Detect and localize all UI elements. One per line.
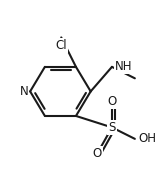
- Text: OH: OH: [138, 132, 156, 145]
- Text: O: O: [107, 95, 117, 108]
- Text: Cl: Cl: [55, 39, 67, 52]
- Text: NH: NH: [115, 60, 133, 73]
- Text: O: O: [93, 147, 102, 160]
- Text: N: N: [20, 85, 29, 98]
- Text: S: S: [108, 121, 116, 134]
